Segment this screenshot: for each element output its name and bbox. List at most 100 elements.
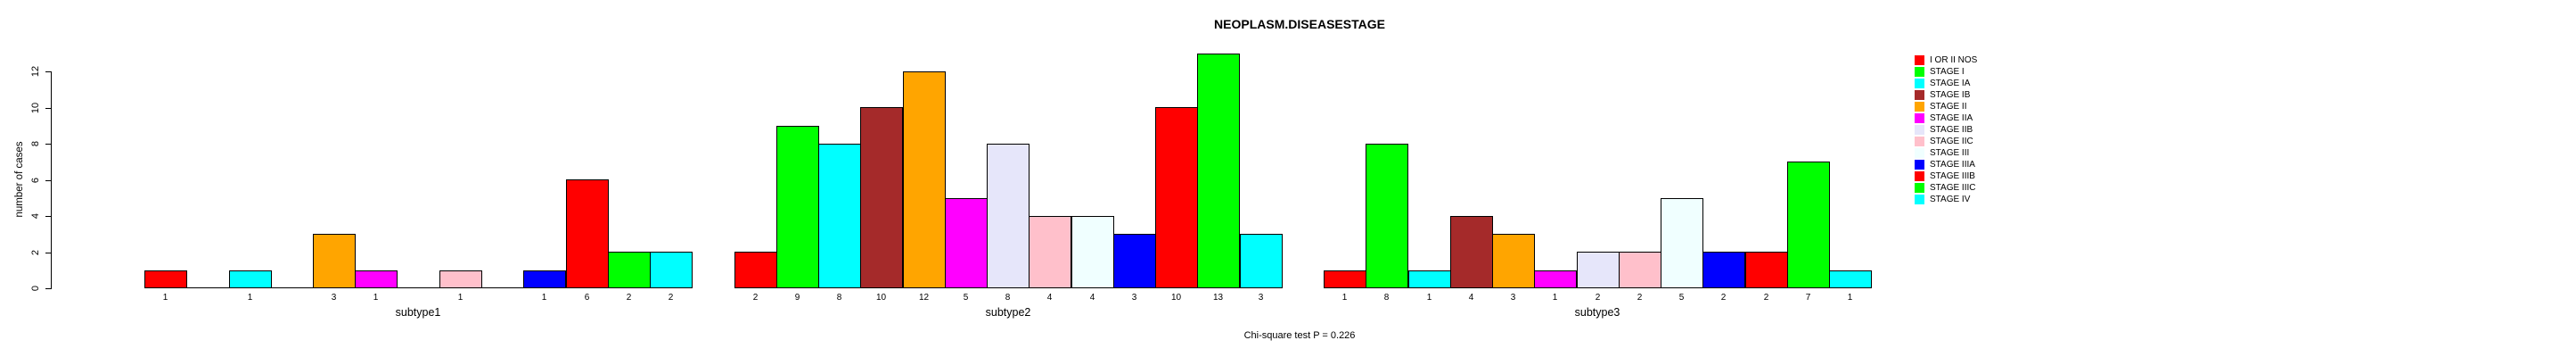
bar-value-label: 8: [1005, 293, 1011, 303]
bar-subtype1-i-or-ii-nos: [144, 270, 187, 288]
bar-subtype3-stage-iiib: [1745, 252, 1788, 288]
legend-item-stage-ii: STAGE II: [1915, 101, 1967, 112]
legend-item-stage-ib: STAGE IB: [1915, 89, 1970, 101]
chi-square-note: Chi-square test P = 0.226: [1243, 330, 1356, 341]
y-axis-line: [51, 71, 52, 289]
zero-bar-subtype1-stage-iib: [398, 287, 440, 288]
bar-subtype2-stage-iic: [1029, 216, 1071, 288]
legend-item-i-or-ii-nos: I OR II NOS: [1915, 54, 1977, 66]
y-tick-label: 2: [30, 249, 41, 256]
bar-subtype2-stage-iib: [987, 144, 1030, 288]
bar-value-label: 1: [373, 293, 379, 303]
legend-swatch-icon: [1915, 125, 1924, 135]
legend-label: STAGE IIIB: [1930, 171, 1975, 181]
y-tick-mark: [45, 71, 51, 72]
bar-subtype3-stage-ia: [1408, 270, 1451, 288]
y-tick-mark: [45, 288, 51, 289]
legend-swatch-icon: [1915, 67, 1924, 77]
y-tick-mark: [45, 108, 51, 109]
zero-bar-subtype1-stage-iii: [481, 287, 524, 288]
legend-swatch-icon: [1915, 90, 1924, 100]
bar-subtype3-stage-iiia: [1702, 252, 1745, 288]
bar-subtype1-stage-ii: [313, 234, 356, 288]
y-tick-label: 10: [30, 102, 41, 114]
bar-subtype2-stage-iiia: [1113, 234, 1156, 288]
bar-subtype2-stage-ia: [818, 144, 861, 288]
zero-bar-subtype1-stage-i: [186, 287, 229, 288]
legend-item-stage-iiia: STAGE IIIA: [1915, 159, 1975, 170]
bar-value-label: 3: [1510, 293, 1516, 303]
bar-subtype2-i-or-ii-nos: [734, 252, 777, 288]
y-tick-mark: [45, 216, 51, 217]
bar-subtype3-stage-i: [1366, 144, 1408, 288]
legend-swatch-icon: [1915, 102, 1924, 112]
bar-subtype3-stage-ii: [1492, 234, 1535, 288]
legend-label: STAGE IIB: [1930, 125, 1973, 135]
bar-value-label: 6: [584, 293, 590, 303]
legend-label: STAGE IIIC: [1930, 183, 1976, 193]
bar-subtype1-stage-iia: [355, 270, 398, 288]
bar-subtype1-stage-iiib: [566, 179, 609, 288]
legend-label: STAGE II: [1930, 102, 1967, 112]
bar-subtype3-i-or-ii-nos: [1324, 270, 1366, 288]
legend-item-stage-iib: STAGE IIB: [1915, 124, 1973, 136]
bar-value-label: 4: [1089, 293, 1095, 303]
y-tick-mark: [45, 144, 51, 145]
legend-item-stage-iiic: STAGE IIIC: [1915, 182, 1976, 194]
chart-title: NEOPLASM.DISEASESTAGE: [1214, 17, 1385, 31]
bar-subtype3-stage-iii: [1661, 198, 1703, 288]
bar-subtype1-stage-iiic: [608, 252, 651, 288]
y-axis-label: number of cases: [14, 141, 25, 218]
bar-subtype3-stage-iiic: [1787, 162, 1830, 288]
bar-subtype2-stage-iiic: [1197, 54, 1240, 288]
bar-subtype1-stage-iv: [650, 252, 693, 288]
bar-subtype3-stage-iia: [1534, 270, 1577, 288]
legend-item-stage-ia: STAGE IA: [1915, 78, 1970, 89]
legend-swatch-icon: [1915, 195, 1924, 204]
bar-subtype2-stage-ib: [860, 107, 903, 288]
bar-subtype3-stage-iv: [1829, 270, 1872, 288]
bar-value-label: 1: [1426, 293, 1432, 303]
bar-value-label: 1: [247, 293, 253, 303]
bar-value-label: 1: [1341, 293, 1348, 303]
bar-value-label: 3: [331, 293, 337, 303]
y-tick-label: 8: [30, 140, 41, 147]
legend-swatch-icon: [1915, 148, 1924, 158]
bar-value-label: 8: [836, 293, 842, 303]
legend-label: STAGE IB: [1930, 90, 1971, 100]
y-tick-label: 0: [30, 285, 41, 292]
legend-label: STAGE III: [1930, 148, 1970, 158]
legend-item-stage-iic: STAGE IIC: [1915, 136, 1973, 147]
group-label-subtype1: subtype1: [395, 306, 441, 319]
bar-value-label: 5: [963, 293, 969, 303]
zero-bar-subtype1-stage-ib: [271, 287, 314, 288]
group-label-subtype2: subtype2: [985, 306, 1031, 319]
bar-value-label: 2: [1720, 293, 1727, 303]
legend-item-stage-iv: STAGE IV: [1915, 194, 1970, 205]
bar-value-label: 2: [626, 293, 632, 303]
bar-subtype3-stage-iib: [1577, 252, 1620, 288]
bar-value-label: 8: [1383, 293, 1390, 303]
bar-value-label: 12: [918, 293, 930, 303]
legend-label: STAGE IIIA: [1930, 160, 1975, 170]
legend-label: STAGE IV: [1930, 195, 1971, 204]
bar-value-label: 2: [1763, 293, 1769, 303]
bar-subtype3-stage-ib: [1450, 216, 1493, 288]
bar-value-label: 3: [1131, 293, 1137, 303]
y-tick-label: 12: [30, 65, 41, 78]
legend-item-stage-iiib: STAGE IIIB: [1915, 170, 1975, 182]
legend-swatch-icon: [1915, 79, 1924, 88]
legend-item-stage-i: STAGE I: [1915, 66, 1965, 78]
bar-value-label: 1: [457, 293, 464, 303]
bar-subtype2-stage-iiib: [1155, 107, 1198, 288]
bar-subtype2-stage-iia: [945, 198, 988, 288]
bar-value-label: 2: [668, 293, 674, 303]
bar-value-label: 2: [752, 293, 759, 303]
legend-item-stage-iia: STAGE IIA: [1915, 112, 1973, 124]
bar-value-label: 7: [1805, 293, 1811, 303]
group-label-subtype3: subtype3: [1574, 306, 1620, 319]
bar-value-label: 4: [1046, 293, 1053, 303]
bar-subtype2-stage-i: [776, 126, 819, 288]
bar-subtype3-stage-iic: [1619, 252, 1661, 288]
